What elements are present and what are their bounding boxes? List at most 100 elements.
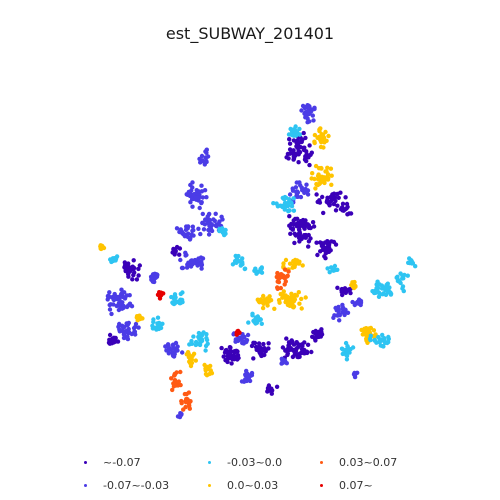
map-point: [131, 273, 135, 277]
map-point: [335, 313, 339, 317]
map-point: [126, 303, 130, 307]
map-point: [187, 390, 191, 394]
map-point: [114, 257, 118, 261]
map-point: [314, 164, 318, 168]
map-point: [229, 361, 233, 365]
map-point: [251, 356, 255, 360]
map-point: [178, 370, 182, 374]
map-point: [150, 324, 154, 328]
map-point: [158, 325, 162, 329]
map-point: [261, 342, 265, 346]
map-point: [400, 273, 404, 277]
legend-item: 0.03~0.07: [316, 455, 420, 469]
map-point: [183, 234, 187, 238]
map-point: [307, 239, 311, 243]
map-point: [254, 272, 258, 276]
map-point: [178, 383, 182, 387]
map-point: [262, 353, 266, 357]
map-point: [269, 387, 273, 391]
map-point: [292, 299, 296, 303]
legend-item: 0.0~0.03: [204, 478, 316, 492]
map-point: [288, 262, 292, 266]
map-point: [177, 300, 181, 304]
map-point: [108, 333, 112, 337]
map-point: [335, 204, 339, 208]
map-point: [407, 256, 411, 260]
map-point: [377, 295, 381, 299]
map-point: [340, 293, 344, 297]
map-point: [284, 336, 288, 340]
map-point: [214, 224, 218, 228]
map-point: [126, 275, 130, 279]
map-point: [246, 320, 250, 324]
map-point: [292, 342, 296, 346]
map-point: [118, 329, 122, 333]
map-point: [107, 294, 111, 298]
map-point: [125, 335, 129, 339]
map-point: [312, 177, 316, 181]
map-point: [207, 232, 211, 236]
map-point: [256, 315, 260, 319]
map-point: [278, 204, 282, 208]
map-point: [349, 211, 353, 215]
map-point: [340, 206, 344, 210]
map-point: [211, 217, 215, 221]
map-point: [172, 373, 176, 377]
map-point: [291, 148, 295, 152]
map-point: [157, 321, 161, 325]
map-point: [122, 331, 126, 335]
map-point: [200, 221, 204, 225]
map-point: [122, 325, 126, 329]
map-point: [117, 297, 121, 301]
map-point: [304, 183, 308, 187]
map-point: [204, 344, 208, 348]
map-point: [302, 233, 306, 237]
map-point: [205, 338, 209, 342]
map-point: [214, 212, 218, 216]
map-point: [196, 335, 200, 339]
map-point: [321, 211, 325, 215]
map-point: [247, 375, 251, 379]
map-point: [203, 348, 207, 352]
map-point: [316, 135, 320, 139]
map-point: [121, 304, 125, 308]
map-point: [277, 301, 281, 305]
map-point: [343, 195, 347, 199]
map-point: [321, 248, 325, 252]
map-point: [208, 218, 212, 222]
map-point: [287, 137, 291, 141]
legend-item: 0.07~: [316, 478, 420, 492]
map-point: [179, 292, 183, 296]
point-map: [0, 0, 500, 450]
map-point: [226, 356, 230, 360]
map-point: [319, 145, 323, 149]
map-point: [340, 310, 344, 314]
map-point: [257, 345, 261, 349]
map-point: [287, 224, 291, 228]
map-point: [154, 276, 158, 280]
map-point: [266, 346, 270, 350]
map-point: [188, 399, 192, 403]
legend-marker: [320, 461, 323, 464]
map-point: [333, 264, 337, 268]
map-point: [347, 350, 351, 354]
map-point: [189, 339, 193, 343]
map-point: [219, 346, 223, 350]
map-point: [310, 151, 314, 155]
map-point: [313, 141, 317, 145]
map-point: [135, 277, 139, 281]
map-point: [194, 358, 198, 362]
map-point: [230, 353, 234, 357]
map-point: [187, 352, 191, 356]
map-point: [233, 340, 237, 344]
map-point: [330, 195, 334, 199]
map-point: [304, 114, 308, 118]
map-point: [191, 259, 195, 263]
legend-marker: [320, 484, 323, 487]
map-point: [298, 145, 302, 149]
map-point: [291, 196, 295, 200]
map-point: [296, 190, 300, 194]
map-point: [292, 209, 296, 213]
map-point: [133, 330, 137, 334]
map-point: [323, 256, 327, 260]
